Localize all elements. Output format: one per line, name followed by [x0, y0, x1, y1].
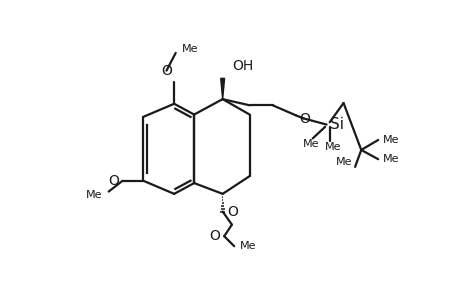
Text: Me: Me: [336, 157, 352, 167]
Text: OH: OH: [231, 59, 252, 73]
Text: O: O: [227, 205, 238, 219]
Text: Si: Si: [330, 117, 344, 132]
Text: O: O: [107, 174, 118, 188]
Text: Me: Me: [302, 139, 319, 149]
Text: Me: Me: [324, 142, 340, 152]
Text: Me: Me: [382, 154, 398, 164]
Text: Me: Me: [240, 241, 256, 251]
Polygon shape: [220, 78, 224, 99]
Text: Me: Me: [181, 44, 198, 54]
Text: Me: Me: [382, 135, 398, 145]
Text: O: O: [161, 64, 172, 78]
Text: O: O: [209, 229, 220, 243]
Text: O: O: [299, 112, 310, 126]
Text: Me: Me: [86, 190, 102, 200]
